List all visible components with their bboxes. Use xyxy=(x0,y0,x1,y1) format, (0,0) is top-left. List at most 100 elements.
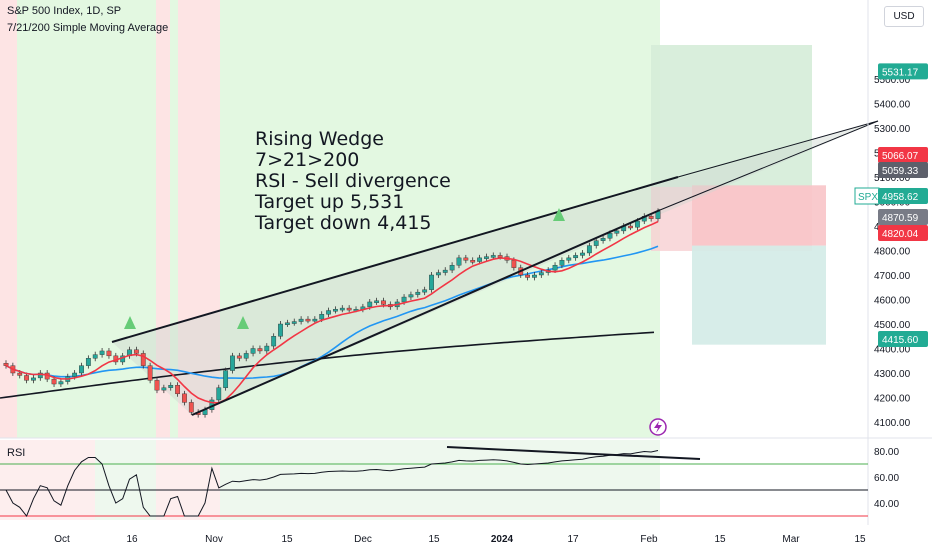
candle xyxy=(72,372,78,377)
candle xyxy=(449,265,455,271)
signal-triangle xyxy=(124,316,136,329)
price-axis-tick: 5300.00 xyxy=(874,124,911,135)
price-tag-value: 5059.33 xyxy=(882,166,919,177)
candle xyxy=(614,230,620,234)
red-zone xyxy=(0,0,17,438)
price-axis-tick: 4400.00 xyxy=(874,345,911,356)
rsi-axis-tick: 60.00 xyxy=(874,473,899,484)
candle xyxy=(415,291,421,295)
candle xyxy=(566,257,572,261)
candle xyxy=(243,353,249,359)
target-down-box xyxy=(692,245,826,345)
rsi-red-zone xyxy=(156,440,220,520)
rsi-line xyxy=(5,450,659,517)
annotation-line: Target up 5,531 xyxy=(254,191,404,213)
candle xyxy=(319,314,325,320)
price-axis-tick: 4200.00 xyxy=(874,394,911,405)
green-zone xyxy=(0,0,660,438)
candle xyxy=(490,255,496,258)
candle xyxy=(236,355,242,359)
price-tag-value: 4415.60 xyxy=(882,335,919,346)
candle xyxy=(161,387,167,391)
price-tag xyxy=(878,209,928,225)
candle xyxy=(511,260,517,268)
rsi-axis-tick: 40.00 xyxy=(874,499,899,510)
candle xyxy=(188,402,194,413)
currency-button[interactable]: USD xyxy=(884,6,924,27)
time-axis-tick: 15 xyxy=(428,534,440,545)
candle xyxy=(525,274,531,278)
candle xyxy=(250,348,256,354)
target-up-box xyxy=(651,45,812,187)
candle xyxy=(552,265,558,271)
candle xyxy=(593,240,599,246)
price-tag-value: 5531.17 xyxy=(882,67,919,78)
candle xyxy=(367,301,373,308)
time-axis-tick: Oct xyxy=(54,534,70,545)
candle xyxy=(422,289,428,293)
annotation-line: Target down 4,415 xyxy=(254,212,432,234)
price-axis-tick: 5400.00 xyxy=(874,100,911,111)
annotation-line: 7>21>200 xyxy=(255,149,359,171)
candle xyxy=(133,349,139,354)
candle xyxy=(586,245,592,254)
annotation-line: RSI - Sell divergence xyxy=(255,170,451,192)
rsi-green-zone xyxy=(0,440,660,520)
candle xyxy=(429,274,434,290)
rsi-label: RSI xyxy=(7,447,25,459)
candle xyxy=(106,350,112,357)
sma7-line xyxy=(5,220,659,404)
rsi-red-zone xyxy=(0,440,95,520)
signal-triangle xyxy=(237,316,249,329)
candle xyxy=(85,358,91,366)
candle xyxy=(484,256,489,259)
candle xyxy=(463,257,469,261)
price-axis-tick: 4800.00 xyxy=(874,247,911,258)
chart-title: S&P 500 Index, 1D, SP xyxy=(7,5,122,17)
lightning-icon xyxy=(654,421,662,433)
price-axis-tick: 4300.00 xyxy=(874,369,911,380)
candle xyxy=(154,380,160,391)
price-tag-value: 4870.59 xyxy=(882,213,919,224)
wedge-lower-line xyxy=(191,209,661,416)
candle xyxy=(538,272,544,276)
price-tag xyxy=(878,331,928,347)
price-tag xyxy=(878,147,928,163)
candle xyxy=(278,323,283,337)
time-axis-tick: 16 xyxy=(126,534,138,545)
time-axis-tick: Feb xyxy=(640,534,658,545)
candle xyxy=(223,370,229,388)
candle xyxy=(31,377,36,381)
candle xyxy=(284,322,290,325)
candle xyxy=(51,378,57,385)
candle xyxy=(140,353,146,366)
wedge-lower-extension xyxy=(659,120,879,211)
candle xyxy=(456,257,462,266)
indicator-title: 7/21/200 Simple Moving Average xyxy=(7,22,169,34)
price-tag xyxy=(878,63,928,80)
price-axis-tick: 5100.00 xyxy=(874,173,911,184)
price-tag-symbol: SPX xyxy=(858,192,878,203)
time-axis-tick: 15 xyxy=(854,534,866,545)
red-zone xyxy=(178,0,220,438)
candle xyxy=(291,321,297,324)
candle xyxy=(339,307,345,311)
candle xyxy=(600,238,606,241)
candle xyxy=(497,255,503,258)
candle xyxy=(442,269,448,273)
time-axis-tick: Mar xyxy=(782,534,800,545)
candle xyxy=(168,385,174,388)
candle xyxy=(271,336,277,347)
candle xyxy=(408,294,414,298)
candle xyxy=(257,348,263,352)
candle xyxy=(374,300,380,303)
price-tag xyxy=(878,188,928,204)
candle xyxy=(435,272,441,276)
time-axis-tick: Dec xyxy=(354,534,372,545)
candle xyxy=(312,318,318,322)
wedge-fill xyxy=(112,121,878,415)
price-axis-tick: 4700.00 xyxy=(874,271,911,282)
candle xyxy=(580,252,585,256)
annotation-line: Rising Wedge xyxy=(255,128,384,150)
